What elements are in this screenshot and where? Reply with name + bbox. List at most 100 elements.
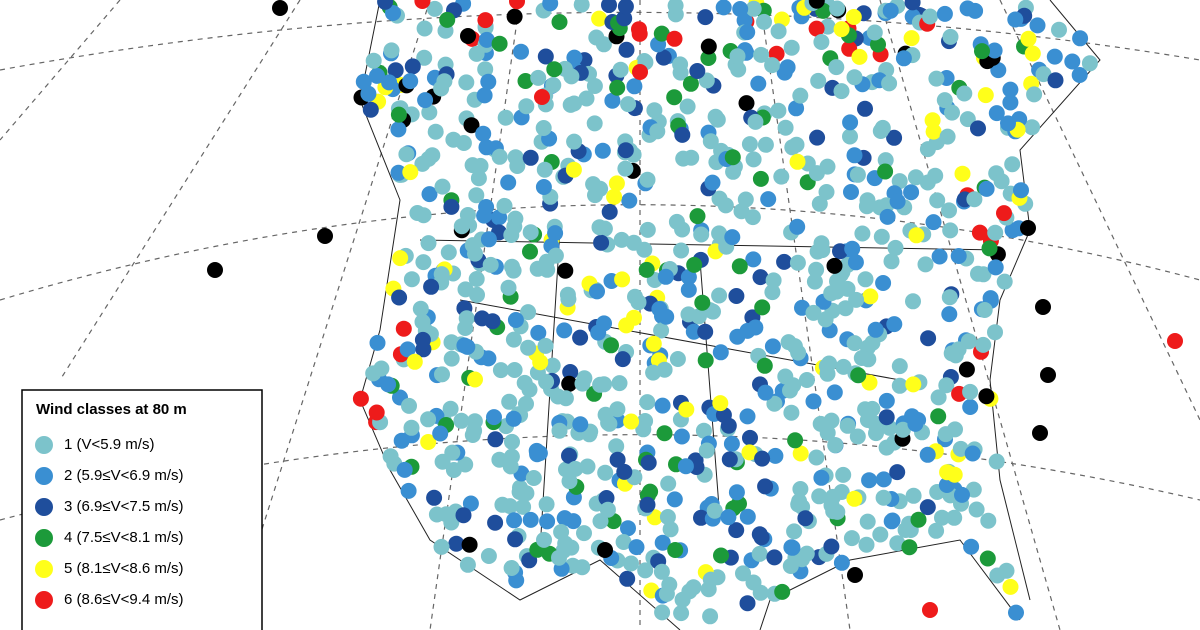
station-dot <box>534 89 550 105</box>
station-dot <box>623 555 639 572</box>
station-dot <box>720 417 737 434</box>
station-dot <box>1013 182 1029 199</box>
station-dot <box>382 448 399 465</box>
station-dot <box>395 320 412 337</box>
station-dot <box>938 377 955 394</box>
station-dot <box>459 556 476 573</box>
station-dot <box>959 111 976 128</box>
station-dot <box>859 339 876 356</box>
station-dot <box>542 0 559 12</box>
station-dot <box>925 214 942 231</box>
station-dot <box>402 164 419 181</box>
station-dot <box>1051 21 1067 38</box>
station-dot <box>578 90 595 107</box>
station-dot <box>597 464 614 481</box>
station-dot <box>930 408 947 425</box>
station-dot <box>609 79 626 96</box>
station-dot <box>847 567 863 583</box>
station-dot <box>851 48 868 65</box>
legend: Wind classes at 80 m 1 (V<5.9 m/s) 2 (5.9… <box>21 389 263 630</box>
station-dot <box>673 242 690 259</box>
station-dot <box>404 58 421 75</box>
station-dot <box>506 512 523 529</box>
station-dot <box>496 197 513 214</box>
station-dot <box>723 435 740 452</box>
station-dot <box>497 109 514 126</box>
station-dot <box>392 250 409 267</box>
station-dot <box>369 67 385 84</box>
station-dot <box>669 351 686 367</box>
station-dot <box>715 0 732 16</box>
station-dot <box>877 163 894 180</box>
station-dot <box>615 534 632 550</box>
station-dot <box>1167 333 1183 349</box>
station-dot <box>426 0 443 17</box>
station-dot <box>508 572 525 589</box>
station-dot <box>617 142 634 159</box>
station-dot <box>360 85 377 102</box>
station-dot <box>352 390 369 407</box>
station-dot <box>929 192 946 209</box>
station-dot <box>818 184 835 200</box>
station-dot <box>486 409 502 426</box>
station-dot <box>453 218 470 235</box>
station-dot <box>958 361 975 378</box>
station-dot <box>680 306 697 323</box>
legend-label: 3 (6.9≤V<7.5 m/s) <box>64 498 184 515</box>
station-dot <box>872 526 889 543</box>
station-dot <box>474 310 491 327</box>
station-dot <box>390 106 407 123</box>
station-dot <box>1035 299 1051 315</box>
station-dot <box>662 521 679 538</box>
station-dot <box>640 454 657 471</box>
station-dot <box>862 288 879 305</box>
station-dot <box>1008 604 1024 621</box>
station-dot <box>891 377 908 394</box>
station-dot <box>735 565 751 582</box>
station-dot <box>849 166 866 183</box>
station-dot <box>927 167 944 184</box>
station-dot <box>545 77 562 93</box>
station-dot <box>626 78 643 95</box>
station-dot <box>434 178 451 195</box>
station-dot <box>861 472 878 489</box>
station-dot <box>547 225 564 242</box>
station-dot <box>500 279 517 296</box>
station-dot <box>745 251 762 268</box>
station-dot <box>538 373 555 390</box>
station-dot <box>878 409 895 426</box>
legend-swatch <box>35 498 53 516</box>
station-dot <box>659 509 676 525</box>
station-dot <box>467 245 483 262</box>
station-dot <box>520 304 537 321</box>
station-dot <box>387 62 404 79</box>
station-dot <box>500 174 517 191</box>
station-dot <box>424 147 441 164</box>
station-dot <box>601 0 617 13</box>
station-dot <box>875 275 892 291</box>
station-dot <box>993 173 1010 190</box>
station-dot <box>895 50 912 67</box>
station-dot <box>756 13 772 30</box>
station-dot <box>461 536 478 553</box>
station-dot <box>928 522 945 539</box>
station-dot <box>443 198 460 215</box>
station-dot <box>823 285 840 302</box>
station-dot <box>698 442 715 459</box>
station-dot <box>789 218 806 235</box>
station-dot <box>974 43 990 60</box>
station-dot <box>468 187 485 204</box>
station-dot <box>598 490 615 506</box>
station-dot <box>398 146 415 163</box>
station-dot <box>513 43 529 60</box>
station-dot <box>711 225 728 242</box>
station-dot <box>739 508 756 525</box>
station-dot <box>922 8 938 25</box>
station-dot <box>693 226 710 243</box>
station-dot <box>711 287 728 304</box>
station-dot <box>573 0 590 13</box>
station-dot <box>645 335 662 352</box>
station-dot <box>532 354 549 371</box>
station-dot <box>1020 220 1036 236</box>
